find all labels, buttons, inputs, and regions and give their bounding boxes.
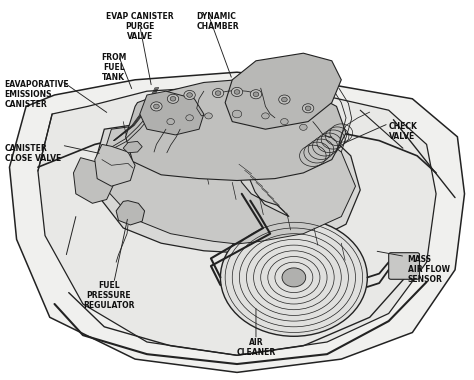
Text: DYNAMIC
CHAMBER: DYNAMIC CHAMBER: [197, 12, 239, 31]
Circle shape: [170, 97, 176, 101]
Circle shape: [154, 104, 159, 109]
Circle shape: [250, 90, 262, 99]
Circle shape: [212, 89, 224, 98]
Text: FUEL
PRESSURE
REGULATOR: FUEL PRESSURE REGULATOR: [83, 281, 135, 310]
Circle shape: [215, 91, 221, 95]
Circle shape: [262, 113, 269, 119]
Text: MASS
AIR FLOW
SENSOR: MASS AIR FLOW SENSOR: [408, 255, 450, 284]
Text: CHECK
VALVE: CHECK VALVE: [389, 122, 418, 141]
Text: CANISTER
CLOSE VALVE: CANISTER CLOSE VALVE: [5, 144, 61, 163]
Circle shape: [184, 90, 195, 100]
Circle shape: [220, 218, 367, 336]
Circle shape: [167, 119, 174, 125]
Polygon shape: [235, 160, 289, 217]
Circle shape: [186, 115, 193, 121]
Text: EAVAPORATIVE
EMISSIONS
CANISTER: EAVAPORATIVE EMISSIONS CANISTER: [5, 80, 69, 109]
Circle shape: [187, 93, 192, 97]
Circle shape: [167, 94, 179, 103]
Text: AIR
CLEANER: AIR CLEANER: [237, 338, 275, 357]
Polygon shape: [140, 91, 204, 135]
Polygon shape: [38, 86, 436, 355]
Polygon shape: [102, 112, 356, 244]
Circle shape: [151, 102, 162, 111]
Text: FROM
FUEL
TANK: FROM FUEL TANK: [101, 53, 127, 82]
Circle shape: [205, 113, 212, 119]
Circle shape: [234, 90, 240, 94]
Circle shape: [253, 92, 259, 97]
Circle shape: [305, 106, 311, 111]
FancyBboxPatch shape: [389, 253, 419, 279]
Circle shape: [232, 110, 242, 118]
Polygon shape: [95, 144, 135, 186]
Circle shape: [302, 104, 314, 113]
Circle shape: [281, 119, 288, 125]
Circle shape: [300, 124, 307, 130]
Polygon shape: [73, 158, 114, 203]
Circle shape: [279, 95, 290, 104]
Circle shape: [282, 268, 306, 287]
Text: EVAP CANISTER
PURGE
VALVE: EVAP CANISTER PURGE VALVE: [106, 12, 173, 41]
Polygon shape: [116, 201, 145, 225]
Polygon shape: [95, 112, 360, 253]
Circle shape: [282, 97, 287, 102]
Circle shape: [231, 87, 243, 97]
Polygon shape: [9, 72, 465, 372]
Polygon shape: [123, 141, 142, 153]
Polygon shape: [225, 53, 341, 129]
Polygon shape: [126, 80, 346, 180]
